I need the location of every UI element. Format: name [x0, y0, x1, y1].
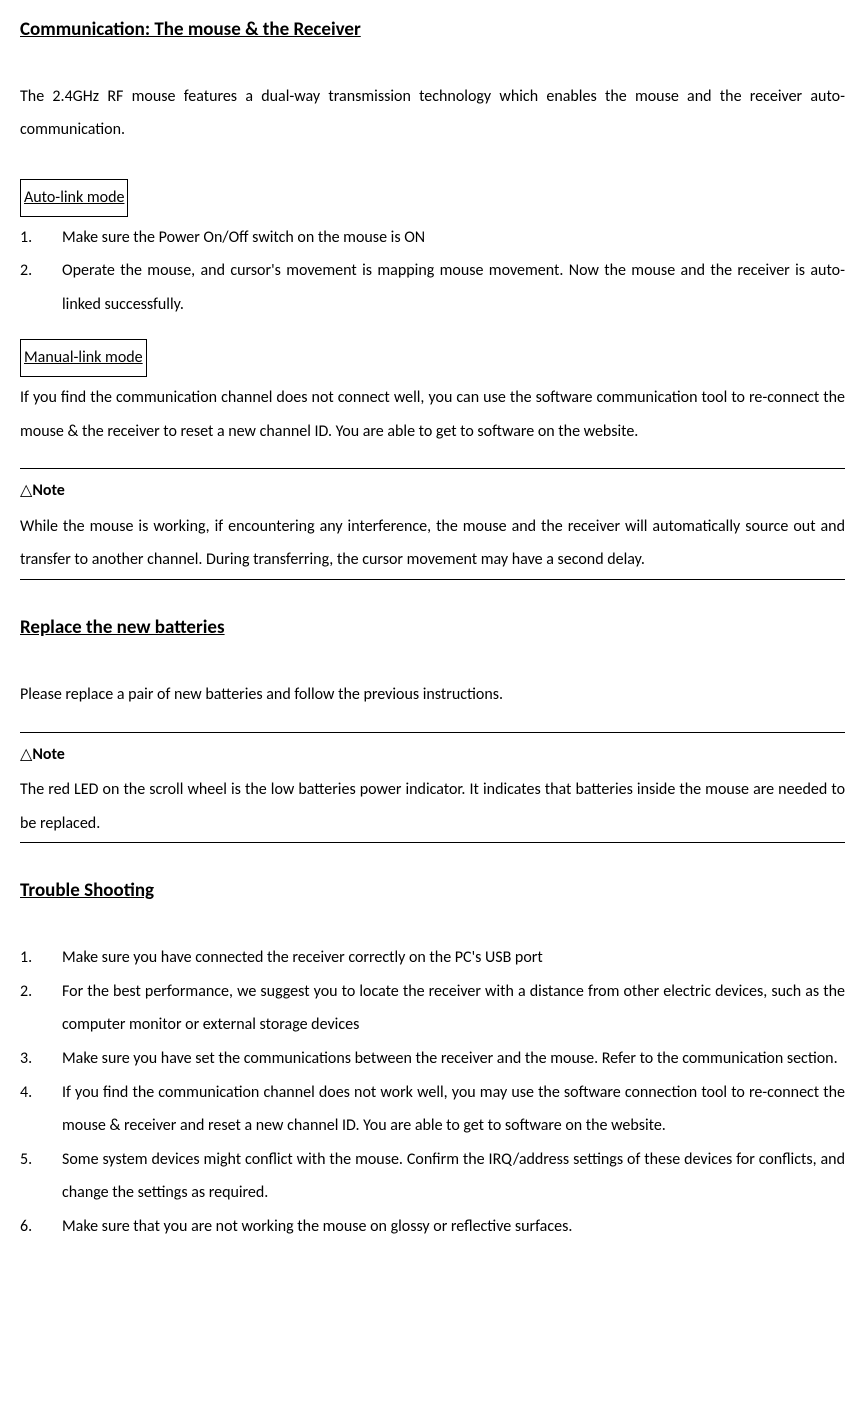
section-troubleshooting-title: Trouble Shooting	[20, 871, 845, 911]
divider	[20, 732, 845, 733]
list-item: If you find the communication channel do…	[20, 1076, 845, 1143]
autolink-mode-label: Auto-link mode	[20, 179, 128, 217]
list-item: Make sure you have connected the receive…	[20, 941, 845, 975]
note-label: △Note	[20, 738, 845, 772]
troubleshooting-list: Make sure you have connected the receive…	[20, 941, 845, 1243]
communication-intro: The 2.4GHz RF mouse features a dual-way …	[20, 80, 845, 147]
manuallink-mode-label: Manual-link mode	[20, 339, 147, 377]
list-item: Make sure the Power On/Off switch on the…	[20, 221, 845, 255]
list-item: Make sure that you are not working the m…	[20, 1210, 845, 1244]
note-block-1: △Note While the mouse is working, if enc…	[20, 472, 845, 577]
triangle-icon: △	[20, 474, 32, 508]
note-block-2: △Note The red LED on the scroll wheel is…	[20, 736, 845, 841]
note-word: Note	[32, 745, 65, 764]
list-item: For the best performance, we suggest you…	[20, 975, 845, 1042]
divider	[20, 842, 845, 843]
batteries-intro: Please replace a pair of new batteries a…	[20, 678, 845, 712]
note-word: Note	[32, 481, 65, 500]
autolink-list: Make sure the Power On/Off switch on the…	[20, 221, 845, 322]
divider	[20, 579, 845, 580]
note-label: △Note	[20, 474, 845, 508]
divider	[20, 468, 845, 469]
manuallink-text: If you find the communication channel do…	[20, 381, 845, 448]
list-item: Some system devices might conflict with …	[20, 1143, 845, 1210]
list-item: Make sure you have set the communication…	[20, 1042, 845, 1076]
list-item: Operate the mouse, and cursor's movement…	[20, 254, 845, 321]
triangle-icon: △	[20, 738, 32, 772]
note-text-1: While the mouse is working, if encounter…	[20, 510, 845, 577]
section-batteries-title: Replace the new batteries	[20, 608, 845, 648]
note-text-2: The red LED on the scroll wheel is the l…	[20, 773, 845, 840]
section-communication-title: Communication: The mouse & the Receiver	[20, 10, 845, 50]
